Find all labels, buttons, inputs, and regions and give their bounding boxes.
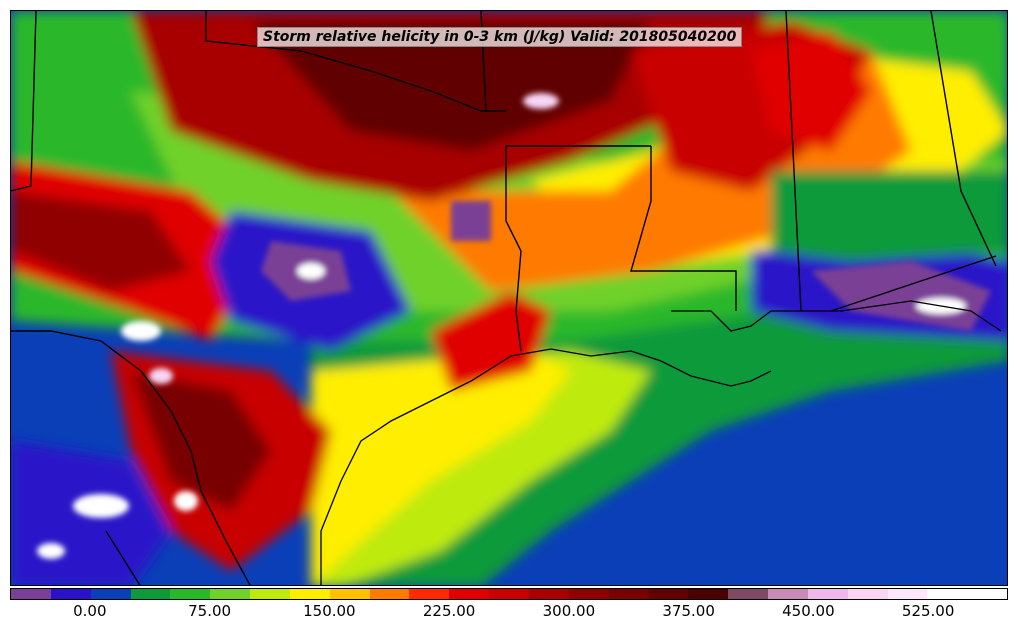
field-white-1 <box>121 321 161 341</box>
field-red-east2 <box>751 31 871 151</box>
border-fl <box>830 255 997 312</box>
colorbar <box>10 588 1008 600</box>
colorbar-tick-label: 0.00 <box>73 602 107 620</box>
colorbar-segment <box>768 589 808 599</box>
coast-texas <box>320 348 772 585</box>
colorbar-tick-label: 525.00 <box>901 602 955 620</box>
border-mexico-inner <box>105 530 141 585</box>
field-red-plume <box>431 291 551 391</box>
colorbar-segment <box>11 589 51 599</box>
map-title: Storm relative helicity in 0-3 km (J/kg)… <box>257 27 743 47</box>
field-white-7 <box>297 263 325 279</box>
field-yellow-coast <box>311 351 571 585</box>
colorbar-segment <box>648 589 689 599</box>
colorbar-segment <box>449 589 490 599</box>
coast-gulf-east <box>801 300 1002 332</box>
colorbar-segment <box>927 589 968 599</box>
colorbar-segment <box>728 589 769 599</box>
colorbar-tick-label: 150.00 <box>303 602 356 620</box>
colorbar-segment <box>967 589 1008 599</box>
colorbar-tick-label: 225.00 <box>422 602 476 620</box>
field-purple-ne <box>451 201 491 241</box>
field-green-east <box>771 171 1007 261</box>
colorbar-segment <box>887 589 928 599</box>
field-darkred-west <box>11 191 191 291</box>
colorbar-segment <box>409 589 450 599</box>
field-white-6 <box>523 93 559 109</box>
border-al-ga <box>930 11 997 267</box>
border-tx-nm <box>11 11 37 192</box>
colorbar-segment <box>50 589 91 599</box>
field-white-8 <box>37 543 65 559</box>
colorbar-tick-label: 375.00 <box>662 602 715 620</box>
colorbar-segment <box>210 589 251 599</box>
field-white-4 <box>174 491 198 511</box>
map-panel: Storm relative helicity in 0-3 km (J/kg)… <box>10 10 1008 586</box>
colorbar-tick-label: 300.00 <box>542 602 596 620</box>
field-darkred-core <box>251 21 651 151</box>
colorbar-segment <box>608 589 649 599</box>
coastlines <box>320 300 1002 585</box>
border-la-tx <box>505 146 522 352</box>
colorbar-tick-label: 75.00 <box>188 602 232 620</box>
colorbar-segment <box>289 589 330 599</box>
helicity-field-map <box>11 11 1007 585</box>
colorbar-tick-label: 450.00 <box>782 602 835 620</box>
colorbar-segment <box>170 589 211 599</box>
colorbar-segment <box>489 589 529 599</box>
border-ok-north <box>205 11 506 112</box>
colorbar-segment <box>329 589 370 599</box>
border-ms-al <box>785 11 802 312</box>
border-ms-la <box>630 146 737 311</box>
field-white-3 <box>73 494 129 518</box>
coast-louisiana <box>671 310 801 332</box>
field-darkred-south <box>131 371 271 511</box>
colorbar-tick-labels: 0.00 75.00 150.00 225.00 300.00 375.00 450.00 5… <box>10 602 1008 624</box>
colorbar-segment <box>807 589 848 599</box>
field-white-2 <box>149 368 173 384</box>
colorbar-segment <box>528 589 569 599</box>
colorbar-segment <box>688 589 729 599</box>
colorbar-segment <box>130 589 171 599</box>
colorbar-segment <box>250 589 290 599</box>
colorbar-segment <box>847 589 888 599</box>
colorbar-segment <box>568 589 609 599</box>
colorbar-segment <box>369 589 410 599</box>
border-rio-grande <box>11 330 251 585</box>
colorbar-segment <box>90 589 131 599</box>
